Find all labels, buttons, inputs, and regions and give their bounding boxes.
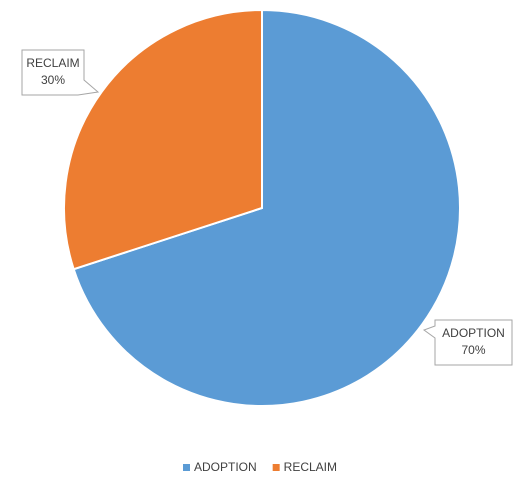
data-label-value: 30% [41, 73, 65, 87]
legend-swatch [183, 464, 190, 471]
data-label-name: RECLAIM [26, 56, 79, 70]
legend-label: ADOPTION [194, 460, 257, 474]
pie-slice [72, 8, 461, 407]
data-label-box [422, 319, 513, 366]
legend-label: RECLAIM [284, 460, 337, 474]
legend-swatch [272, 464, 280, 471]
pie-slice [63, 8, 263, 271]
data-label-name: ADOPTION [442, 326, 505, 340]
data-label-box [21, 49, 100, 96]
data-label-value: 70% [461, 343, 485, 357]
